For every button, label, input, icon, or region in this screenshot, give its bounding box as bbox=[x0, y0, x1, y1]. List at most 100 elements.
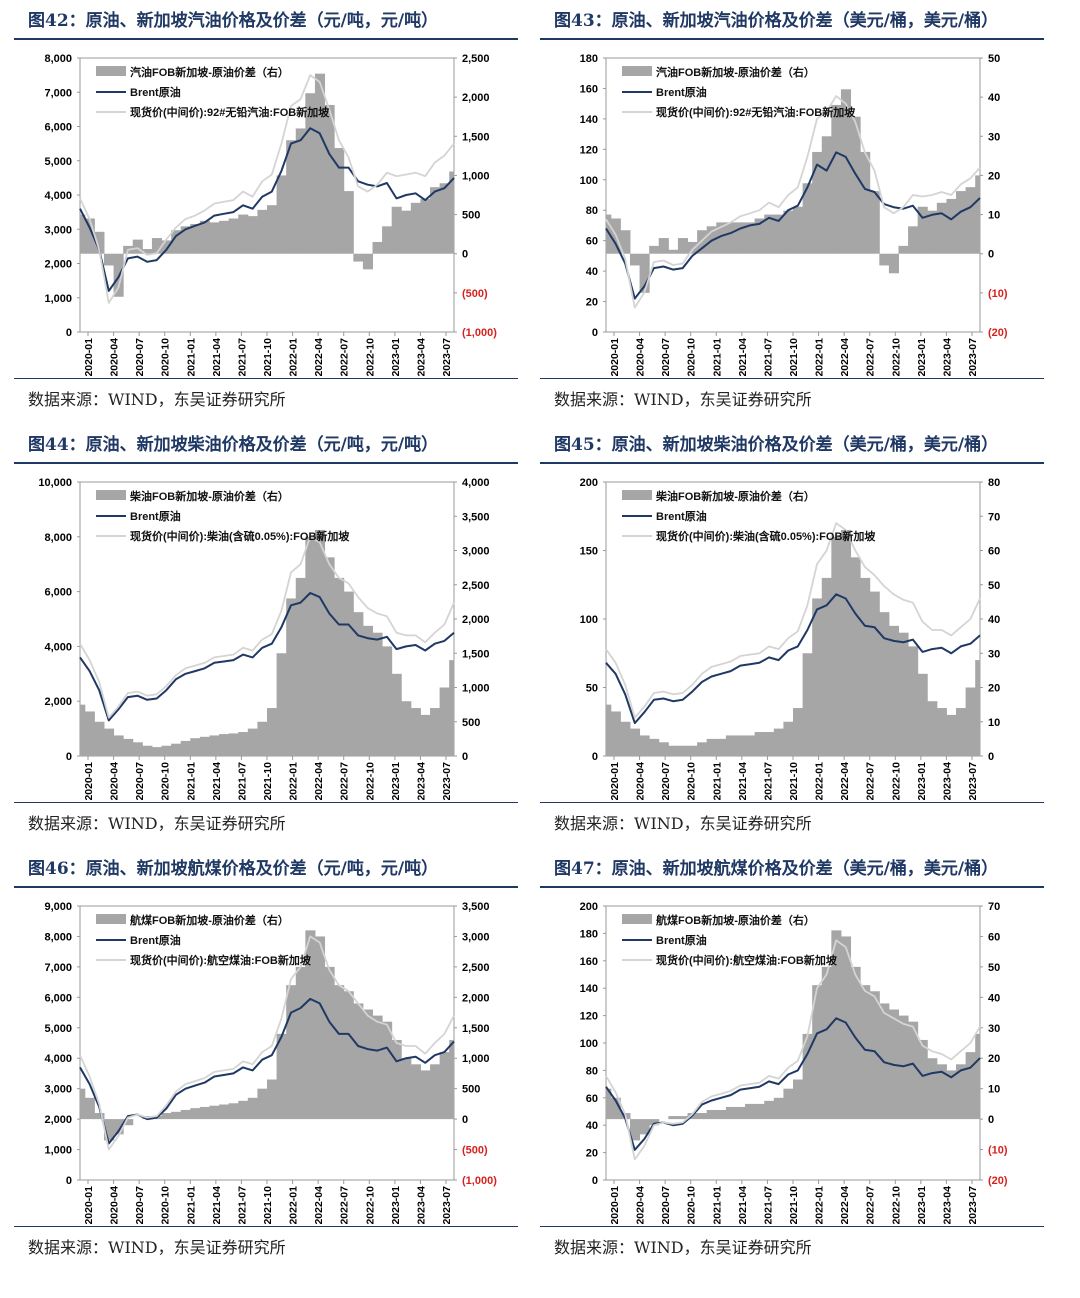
chart-title: 图46：原油、新加坡航煤价格及价差（元/吨，元/吨） bbox=[28, 859, 439, 879]
spread-area-bar bbox=[927, 1058, 938, 1120]
spread-area-bar bbox=[639, 1119, 650, 1135]
spread-area-bar bbox=[449, 171, 455, 254]
x-tick-label: 2023-07 bbox=[441, 762, 453, 800]
spread-area-bar bbox=[238, 732, 249, 756]
spread-area-bar bbox=[649, 245, 660, 254]
x-tick-label: 2020-10 bbox=[686, 1186, 698, 1224]
left-tick-label: 7,000 bbox=[44, 87, 72, 99]
spread-area-bar bbox=[840, 936, 852, 1120]
left-tick-label: 60 bbox=[586, 1093, 598, 1105]
spread-area-bar bbox=[132, 239, 143, 254]
left-tick-label: 160 bbox=[580, 956, 598, 968]
data-source: 数据来源：WIND，东吴证券研究所 bbox=[554, 390, 812, 409]
spread-area-bar bbox=[927, 701, 938, 756]
left-tick-label: 0 bbox=[66, 1175, 72, 1187]
spread-area-bar bbox=[754, 1103, 765, 1120]
spread-area-bar bbox=[401, 701, 412, 756]
spread-area-bar bbox=[946, 714, 957, 756]
x-tick-label: 2021-07 bbox=[236, 1186, 248, 1224]
spread-area-bar bbox=[706, 738, 717, 756]
right-tick-label: 20 bbox=[988, 170, 1000, 182]
spread-area-bar bbox=[965, 687, 976, 756]
spread-area-bar bbox=[639, 253, 650, 293]
spread-area-bar bbox=[936, 1064, 947, 1120]
spread-area-bar bbox=[840, 529, 852, 756]
spread-area-bar bbox=[199, 1106, 210, 1120]
spread-area-bar bbox=[697, 1113, 708, 1120]
spread-area-bar bbox=[745, 735, 756, 756]
legend-swatch-area bbox=[622, 914, 652, 924]
spread-area-bar bbox=[391, 206, 402, 254]
spread-area-bar bbox=[898, 245, 909, 254]
spread-area-bar bbox=[716, 1109, 727, 1120]
spread-area-bar bbox=[94, 1113, 105, 1120]
spread-area-bar bbox=[199, 736, 210, 756]
spread-area-bar bbox=[658, 742, 669, 756]
spread-area-bar bbox=[956, 1064, 967, 1120]
spread-area-bar bbox=[171, 1111, 182, 1120]
chart-title: 图42：原油、新加坡汽油价格及价差（元/吨，元/吨） bbox=[28, 11, 439, 31]
spread-area-bar bbox=[812, 151, 823, 254]
right-tick-label: 50 bbox=[988, 53, 1000, 65]
left-tick-label: 0 bbox=[592, 327, 598, 339]
x-tick-label: 2022-10 bbox=[890, 338, 902, 376]
right-tick-label: 2,000 bbox=[462, 992, 490, 1004]
spread-area-bar bbox=[267, 205, 278, 254]
left-tick-label: 3,000 bbox=[44, 224, 72, 236]
right-tick-label: (500) bbox=[462, 288, 488, 300]
spread-area-bar bbox=[725, 735, 736, 756]
x-tick-label: 2020-07 bbox=[660, 1186, 672, 1224]
spread-area-bar bbox=[228, 733, 239, 756]
spread-area-bar bbox=[334, 577, 345, 756]
spread-area-bar bbox=[764, 732, 775, 756]
spread-area-bar bbox=[401, 210, 412, 254]
spread-area-bar bbox=[420, 1070, 431, 1120]
spread-area-bar bbox=[658, 238, 669, 254]
spread-area-bar bbox=[629, 253, 641, 266]
spot-price-line bbox=[605, 95, 981, 309]
spread-area-bar bbox=[353, 1003, 364, 1120]
spread-area-bar bbox=[773, 728, 784, 756]
x-tick-label: 2023-04 bbox=[941, 1186, 953, 1224]
spread-area-bar bbox=[439, 1052, 450, 1120]
x-tick-label: 2022-10 bbox=[890, 762, 902, 800]
spread-area-bar bbox=[420, 198, 431, 254]
spread-area-bar bbox=[773, 214, 784, 254]
chart-title: 图44：原油、新加坡柴油价格及价差（元/吨，元/吨） bbox=[28, 435, 439, 455]
spread-area-bar bbox=[725, 1106, 736, 1120]
spread-area-bar bbox=[745, 1103, 756, 1120]
spread-area-bar bbox=[956, 191, 967, 254]
left-tick-label: 0 bbox=[66, 751, 72, 763]
x-tick-label: 2023-01 bbox=[390, 762, 402, 800]
spread-area-bar bbox=[812, 985, 823, 1120]
spread-area-bar bbox=[821, 136, 832, 254]
spread-area-bar bbox=[639, 735, 650, 756]
legend-label: 航煤FOB新加坡-原油价差（右） bbox=[656, 913, 815, 927]
spread-area-bar bbox=[706, 1109, 717, 1120]
left-tick-label: 2,000 bbox=[44, 696, 72, 708]
right-tick-label: 500 bbox=[462, 717, 480, 729]
right-tick-label: 1,500 bbox=[462, 131, 490, 143]
spread-area-bar bbox=[850, 116, 861, 254]
spread-area-bar bbox=[247, 1097, 258, 1120]
left-tick-label: 180 bbox=[580, 928, 598, 940]
spread-area-bar bbox=[247, 728, 258, 756]
chart-panel-47: 图47：原油、新加坡航煤价格及价差（美元/桶，美元/桶） 0 20 40 60 80 10… bbox=[540, 848, 1044, 1271]
spread-area-bar bbox=[103, 728, 115, 756]
left-tick-label: 8,000 bbox=[44, 931, 72, 943]
spread-area-bar bbox=[353, 612, 364, 756]
right-tick-label: 1,500 bbox=[462, 1023, 490, 1035]
spread-area-bar bbox=[132, 742, 143, 756]
spread-area-bar bbox=[267, 1079, 278, 1120]
left-tick-label: 100 bbox=[580, 175, 598, 187]
spread-area-bar bbox=[610, 1097, 621, 1120]
x-tick-label: 2021-07 bbox=[236, 338, 248, 376]
spread-area-bar bbox=[219, 734, 230, 756]
spot-price-line bbox=[79, 74, 455, 304]
spread-area-bar bbox=[219, 1104, 230, 1120]
spread-area-bar bbox=[936, 708, 947, 756]
spread-area-bar bbox=[764, 1100, 775, 1120]
spread-area-bar bbox=[793, 206, 804, 254]
right-tick-label: 10 bbox=[988, 210, 1000, 222]
spread-area-bar bbox=[917, 206, 928, 254]
